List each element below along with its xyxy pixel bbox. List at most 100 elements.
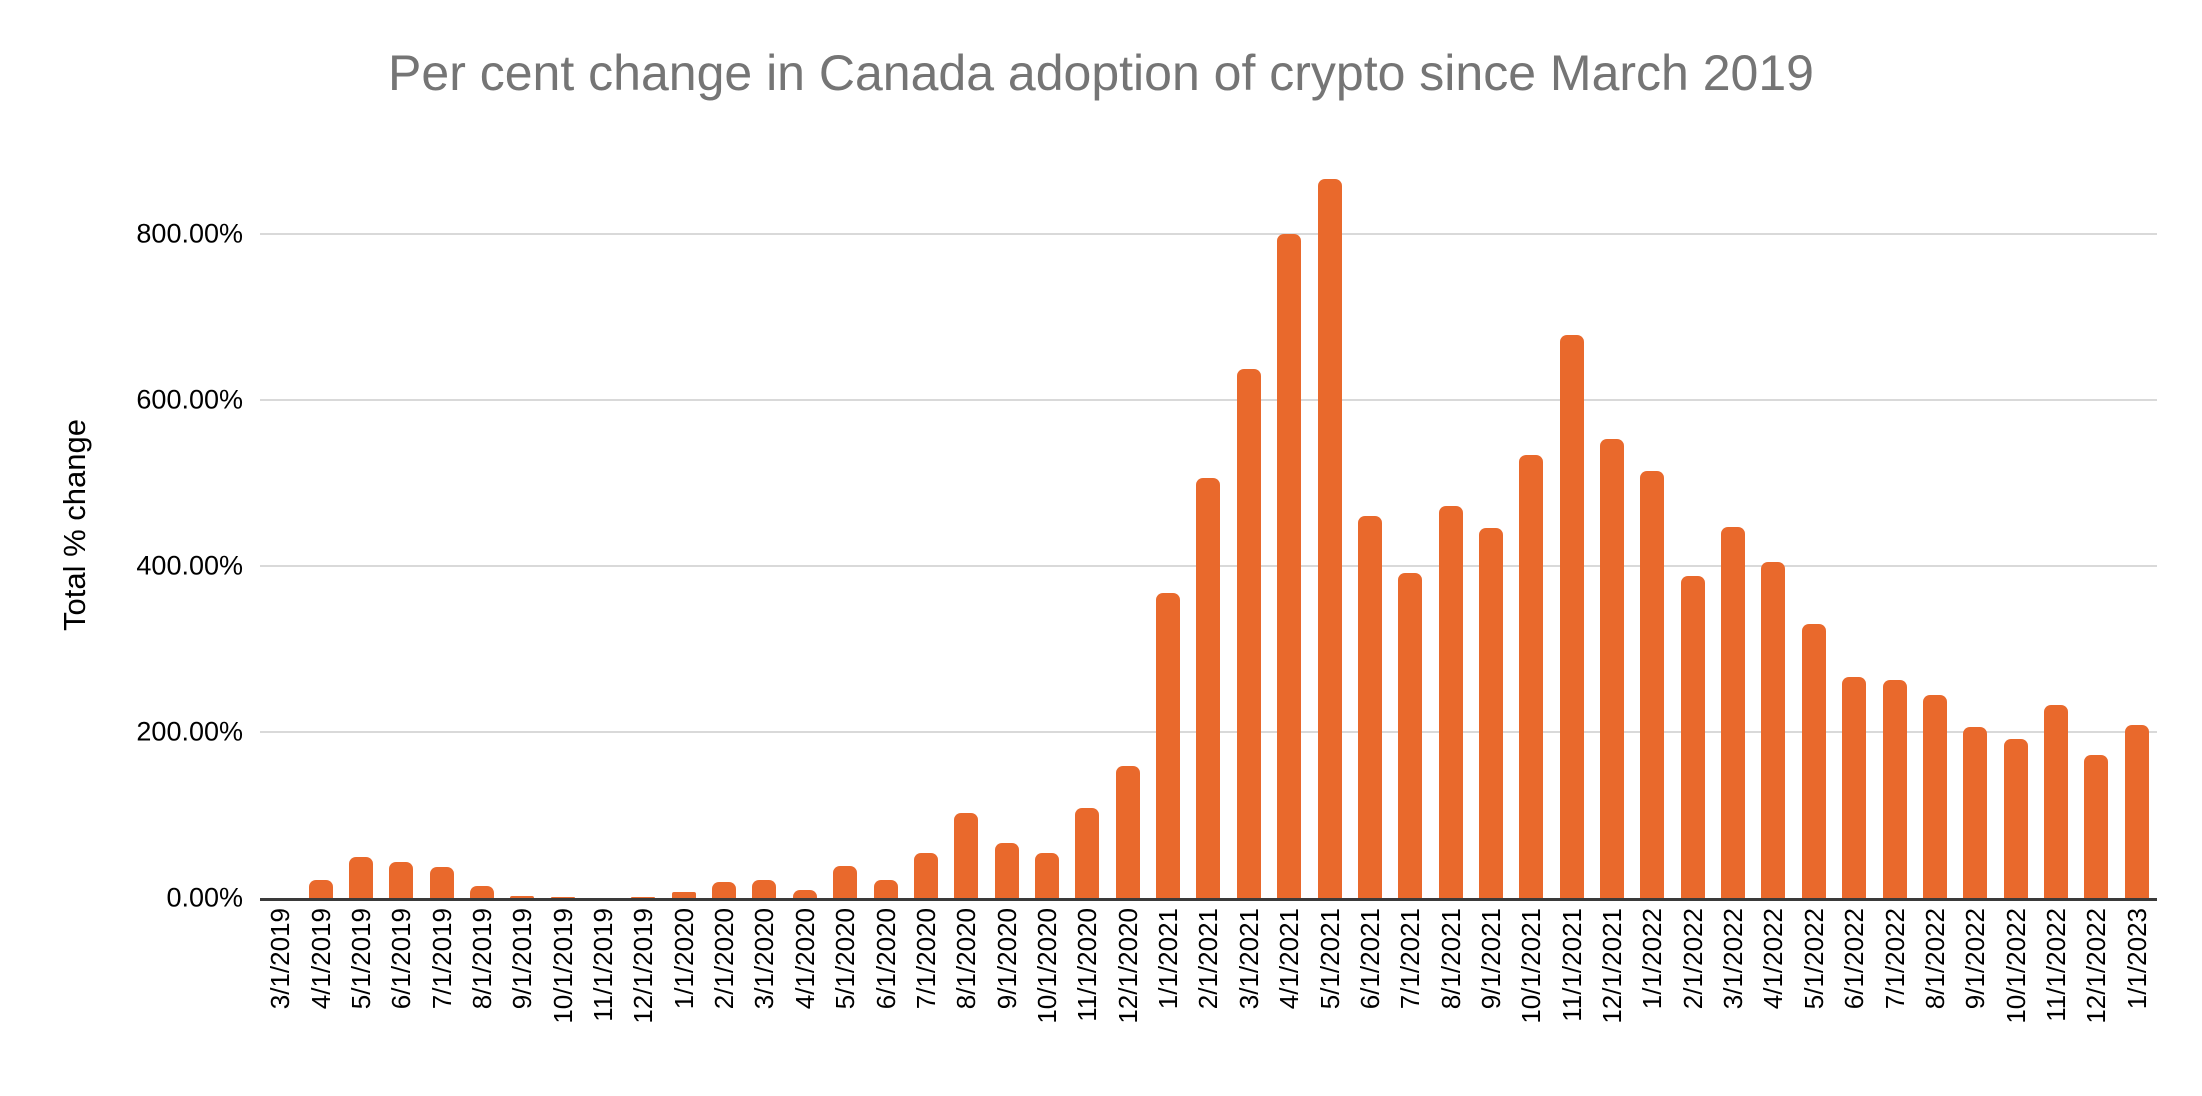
bar-slot bbox=[986, 151, 1026, 898]
x-slot: 10/1/2021 bbox=[1511, 908, 1551, 1093]
bar-8/1/2019 bbox=[469, 886, 494, 898]
bar-slot bbox=[1995, 151, 2035, 898]
x-tick-label: 1/1/2020 bbox=[668, 908, 699, 1010]
x-tick-label: 5/1/2022 bbox=[1798, 908, 1829, 1010]
x-slot: 3/1/2019 bbox=[260, 908, 300, 1093]
bar-slot bbox=[2036, 151, 2076, 898]
x-tick-label: 6/1/2021 bbox=[1354, 908, 1385, 1010]
x-tick-label: 1/1/2023 bbox=[2121, 908, 2152, 1010]
x-slot: 11/1/2019 bbox=[583, 908, 623, 1093]
bar-4/1/2021 bbox=[1277, 234, 1302, 898]
x-tick-label: 8/1/2021 bbox=[1435, 908, 1466, 1010]
x-slot: 12/1/2021 bbox=[1592, 908, 1632, 1093]
x-slot: 8/1/2020 bbox=[946, 908, 986, 1093]
bar-6/1/2020 bbox=[873, 880, 898, 898]
bar-11/1/2021 bbox=[1559, 335, 1584, 898]
x-slot: 11/1/2020 bbox=[1067, 908, 1107, 1093]
x-tick-label: 5/1/2021 bbox=[1314, 908, 1345, 1010]
x-slot: 1/1/2022 bbox=[1632, 908, 1672, 1093]
x-slot: 2/1/2021 bbox=[1188, 908, 1228, 1093]
x-tick-label: 7/1/2022 bbox=[1879, 908, 1910, 1010]
x-slot: 5/1/2019 bbox=[341, 908, 381, 1093]
x-tick-label: 3/1/2019 bbox=[265, 908, 296, 1010]
gridline bbox=[260, 399, 2157, 401]
x-tick-label: 12/1/2020 bbox=[1112, 908, 1143, 1024]
x-tick-label: 6/1/2020 bbox=[870, 908, 901, 1010]
x-tick-label: 12/1/2022 bbox=[2081, 908, 2112, 1024]
bar-9/1/2020 bbox=[994, 843, 1019, 898]
bar-slot bbox=[1067, 151, 1107, 898]
x-tick-label: 11/1/2022 bbox=[2040, 908, 2071, 1022]
bar-slot bbox=[664, 151, 704, 898]
bar-11/1/2022 bbox=[2043, 705, 2068, 898]
x-tick-label: 2/1/2021 bbox=[1193, 908, 1224, 1010]
bar-slot bbox=[1874, 151, 1914, 898]
bar-slot bbox=[1188, 151, 1228, 898]
bar-slot bbox=[623, 151, 663, 898]
bar-7/1/2019 bbox=[429, 867, 454, 898]
bar-slot bbox=[1229, 151, 1269, 898]
x-slot: 11/1/2021 bbox=[1552, 908, 1592, 1093]
bar-1/1/2021 bbox=[1156, 593, 1181, 898]
x-tick-label: 8/1/2020 bbox=[951, 908, 982, 1010]
bar-9/1/2022 bbox=[1963, 727, 1988, 898]
bar-6/1/2022 bbox=[1842, 677, 1867, 898]
bar-9/1/2021 bbox=[1478, 528, 1503, 898]
x-slot: 6/1/2020 bbox=[865, 908, 905, 1093]
x-tick-label: 9/1/2020 bbox=[991, 908, 1022, 1010]
bar-8/1/2020 bbox=[954, 813, 979, 898]
x-tick-label: 6/1/2019 bbox=[386, 908, 417, 1010]
bar-10/1/2020 bbox=[1035, 853, 1059, 898]
x-slot: 9/1/2020 bbox=[986, 908, 1026, 1093]
x-slot: 5/1/2021 bbox=[1309, 908, 1349, 1093]
bar-slot bbox=[381, 151, 421, 898]
bar-12/1/2019 bbox=[631, 897, 656, 898]
gridline bbox=[260, 233, 2157, 235]
bar-1/1/2022 bbox=[1640, 471, 1665, 898]
x-tick-label: 6/1/2022 bbox=[1839, 908, 1870, 1010]
bar-7/1/2020 bbox=[913, 853, 938, 898]
y-tick-label: 0.00% bbox=[166, 882, 243, 913]
x-slot: 4/1/2019 bbox=[300, 908, 340, 1093]
bar-11/1/2020 bbox=[1075, 808, 1100, 898]
x-tick-label: 5/1/2019 bbox=[345, 908, 376, 1010]
y-axis-tick-labels: 0.00% 200.00% 400.00% 600.00% 800.00% bbox=[0, 151, 243, 913]
bar-8/1/2022 bbox=[1922, 695, 1947, 898]
bar-10/1/2021 bbox=[1519, 455, 1544, 898]
x-tick-label: 10/1/2021 bbox=[1516, 908, 1547, 1024]
bar-slot bbox=[1148, 151, 1188, 898]
bar-slot bbox=[1955, 151, 1995, 898]
y-tick-label: 400.00% bbox=[136, 550, 243, 581]
bar-slot bbox=[1269, 151, 1309, 898]
y-tick-label: 600.00% bbox=[136, 384, 243, 415]
bar-10/1/2019 bbox=[550, 897, 575, 898]
x-tick-label: 7/1/2019 bbox=[426, 908, 457, 1010]
x-axis-tick-labels: 3/1/2019 4/1/2019 5/1/2019 6/1/2019 7/1/2019… bbox=[260, 908, 2157, 1093]
x-slot: 9/1/2022 bbox=[1955, 908, 1995, 1093]
bar-slot bbox=[1430, 151, 1470, 898]
bar-7/1/2022 bbox=[1882, 680, 1907, 898]
x-tick-label: 3/1/2021 bbox=[1233, 908, 1264, 1010]
x-slot: 8/1/2019 bbox=[462, 908, 502, 1093]
x-slot: 6/1/2019 bbox=[381, 908, 421, 1093]
bar-4/1/2022 bbox=[1761, 562, 1786, 898]
bar-slot bbox=[1511, 151, 1551, 898]
bar-5/1/2019 bbox=[348, 857, 373, 898]
bar-7/1/2021 bbox=[1398, 573, 1423, 898]
x-slot: 6/1/2021 bbox=[1350, 908, 1390, 1093]
bar-slot bbox=[1915, 151, 1955, 898]
x-tick-label: 3/1/2022 bbox=[1718, 908, 1749, 1010]
bar-4/1/2020 bbox=[792, 890, 817, 898]
x-tick-label: 7/1/2020 bbox=[910, 908, 941, 1010]
x-tick-label: 9/1/2021 bbox=[1475, 908, 1506, 1010]
x-tick-label: 8/1/2019 bbox=[466, 908, 497, 1010]
bar-slot bbox=[300, 151, 340, 898]
x-slot: 11/1/2022 bbox=[2036, 908, 2076, 1093]
x-slot: 5/1/2022 bbox=[1794, 908, 1834, 1093]
x-slot: 3/1/2022 bbox=[1713, 908, 1753, 1093]
bar-slot bbox=[865, 151, 905, 898]
x-tick-label: 8/1/2022 bbox=[1919, 908, 1950, 1010]
x-slot: 7/1/2019 bbox=[421, 908, 461, 1093]
x-tick-label: 2/1/2020 bbox=[709, 908, 740, 1010]
